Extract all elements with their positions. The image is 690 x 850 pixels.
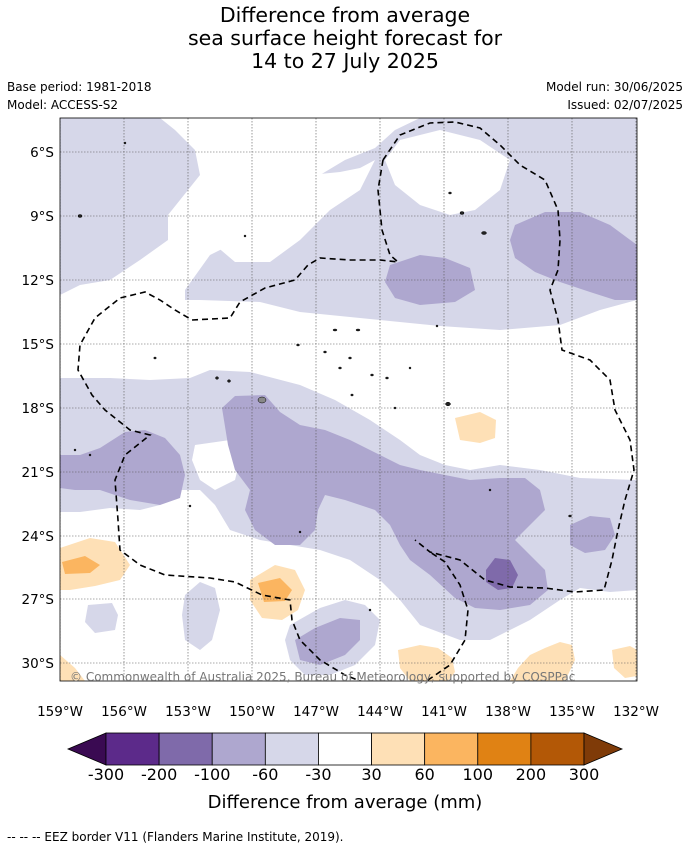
colorbar-tick-label: -60 [252,765,279,784]
latitude-label: 18°S [22,401,55,417]
colorbar-tick-label: -300 [87,765,125,784]
chart-title: Difference from average sea surface heig… [0,4,690,73]
colorbar-bin [424,732,479,766]
colorbar-tick-label: -30 [305,765,332,784]
colorbar-bin [211,732,266,766]
latitude-label: 6°S [30,145,54,161]
longitude-label: 147°W [293,704,339,720]
meta-right: Model run: 30/06/2025 Issued: 02/07/2025 [546,78,683,114]
colorbar-bin [477,732,532,766]
model-name: Model: ACCESS-S2 [7,98,119,112]
colorbar-bin [530,732,585,766]
copyright-text: © Commonwealth of Australia 2025, Bureau… [70,670,575,684]
longitude-label: 141°W [421,704,467,720]
colorbar-under-arrow [66,732,107,766]
latitude-label: 30°S [22,656,55,672]
band-minus60-to-minus100 [60,212,637,665]
meta-left: Base period: 1981-2018 Model: ACCESS-S2 [7,78,152,114]
longitude-label: 132°W [613,704,659,720]
latitude-label: 27°S [22,592,55,608]
colorbar-tick-label: 200 [515,765,547,784]
colorbar-tick-label: -100 [194,765,231,784]
title-line-1: Difference from average [219,3,471,27]
colorbar-tick-label: -200 [140,765,178,784]
latitude-labels: 6°S 9°S 12°S 15°S 18°S 21°S 24°S 27°S 30°S [22,145,55,672]
longitude-label: 135°W [549,704,595,720]
colorbar-bin [105,732,160,766]
latitude-label: 21°S [22,465,55,481]
title-line-3: 14 to 27 July 2025 [251,49,439,73]
base-period: Base period: 1981-2018 [7,80,152,94]
eez-borders [77,121,635,681]
latitude-label: 15°S [22,337,55,353]
colorbar-bin [158,732,213,766]
latitude-label: 9°S [30,209,54,225]
map-frame [59,117,638,682]
longitude-label: 153°W [165,704,211,720]
colorbar-bin [264,732,319,766]
longitude-label: 144°W [357,704,403,720]
latitude-label: 24°S [22,529,55,545]
colorbar-bin [318,732,372,766]
colorbar-tick-label: 60 [414,765,435,784]
latitude-label: 12°S [22,273,55,289]
colorbar-tick-label: 100 [462,765,494,784]
colorbar [66,732,624,766]
anomaly-shading [60,118,637,681]
colorbar-over-arrow [583,732,624,766]
model-run: Model run: 30/06/2025 [545,80,683,94]
longitude-label: 138°W [485,704,531,720]
islands [73,141,572,612]
colorbar-tick-label: 30 [361,765,382,784]
longitude-label: 150°W [229,704,275,720]
band-minus100-to-minus200 [486,558,518,590]
title-line-2: sea surface height forecast for [187,26,503,50]
colorbar-title: Difference from average (mm) [207,792,483,813]
eez-legend-note: -- -- -- EEZ border V11 (Flanders Marine… [7,830,344,844]
longitude-label: 159°W [37,704,83,720]
colorbar-tick-label: 300 [568,765,600,784]
colorbar-bin [371,732,426,766]
graticule [60,118,637,681]
longitude-labels: 159°W 156°W 153°W 150°W 147°W 144°W 141°W 138°W… [37,704,659,720]
longitude-label: 156°W [101,704,147,720]
issued-date: Issued: 02/07/2025 [567,98,683,112]
